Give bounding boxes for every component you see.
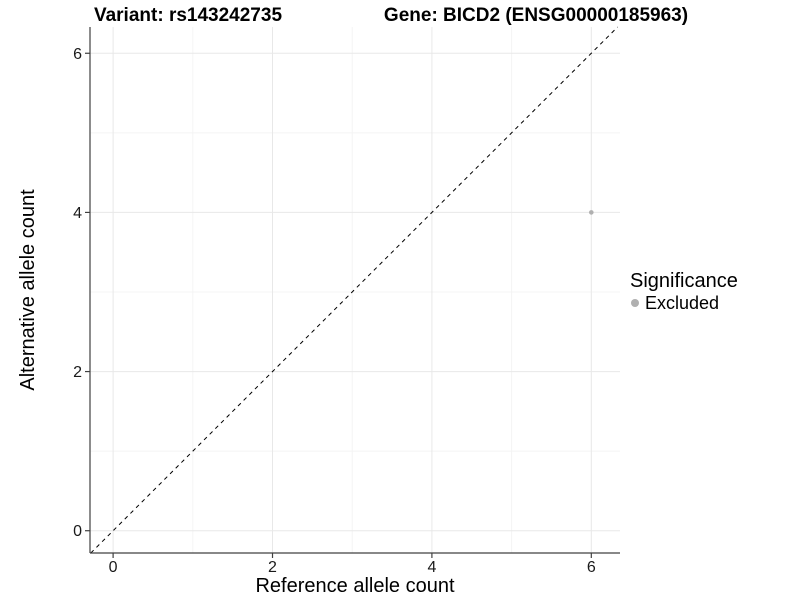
x-tick-label: 2 <box>268 559 277 576</box>
legend: Significance Excluded <box>630 270 738 313</box>
minor-gridlines <box>90 27 620 553</box>
data-layer <box>90 26 618 554</box>
excluded-point-icon <box>631 299 639 307</box>
axes-layer: 0 2 4 6 0 2 4 6 <box>73 27 620 576</box>
y-tick-label: 6 <box>73 46 82 63</box>
legend-title: Significance <box>630 270 738 292</box>
y-axis-title: Alternative allele count <box>17 189 39 391</box>
x-tick-label: 4 <box>427 559 436 576</box>
legend-item-excluded: Excluded <box>630 293 738 313</box>
y-tick-label: 2 <box>73 364 82 381</box>
y-tick-label: 4 <box>73 205 82 222</box>
x-axis-title: Reference allele count <box>255 575 455 597</box>
y-tick-label: 0 <box>73 523 82 540</box>
legend-item-label: Excluded <box>645 293 720 313</box>
x-tick-label: 6 <box>587 559 596 576</box>
identity-line <box>90 26 618 554</box>
major-gridlines <box>90 27 620 553</box>
data-point <box>589 210 594 215</box>
x-tick-label: 0 <box>109 559 118 576</box>
gene-title: Gene: BICD2 (ENSG00000185963) <box>383 5 689 26</box>
variant-title: Variant: rs143242735 <box>93 5 283 26</box>
